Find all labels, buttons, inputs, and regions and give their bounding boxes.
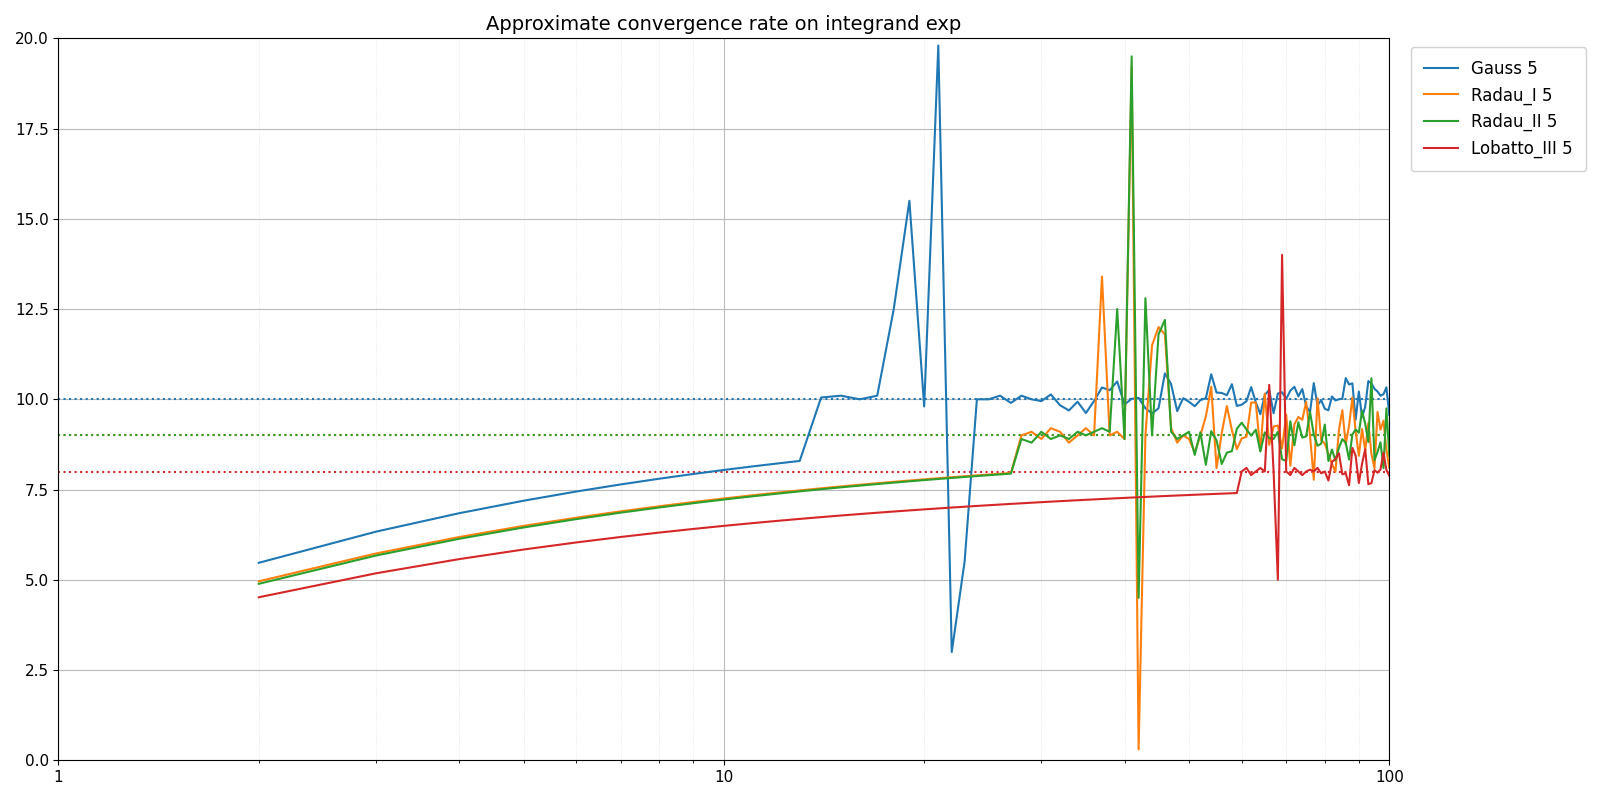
Radau_II 5 — [1318, 456, 1338, 466]
Lobatto_III 5 — [1011, 498, 1030, 508]
Radau_I 5 — [250, 577, 269, 586]
Title: Approximate convergence rate on integrand exp: Approximate convergence rate on integran… — [486, 15, 962, 34]
Lobatto_III 5 — [1315, 466, 1334, 476]
Radau_II 5 — [1379, 451, 1398, 461]
Radau_II 5 — [1051, 430, 1070, 440]
Line: Radau_II 5: Radau_II 5 — [259, 56, 1389, 598]
Radau_I 5 — [1011, 430, 1030, 440]
Lobatto_III 5 — [1379, 470, 1398, 480]
Line: Radau_I 5: Radau_I 5 — [259, 67, 1389, 750]
Legend: Gauss 5, Radau_I 5, Radau_II 5, Lobatto_III 5: Gauss 5, Radau_I 5, Radau_II 5, Lobatto_… — [1411, 46, 1586, 171]
Gauss 5 — [1318, 406, 1338, 415]
Lobatto_III 5 — [1202, 490, 1221, 499]
Gauss 5 — [1197, 394, 1216, 403]
Gauss 5 — [250, 558, 269, 568]
Gauss 5 — [1213, 388, 1232, 398]
Radau_II 5 — [1130, 593, 1149, 602]
Radau_II 5 — [979, 470, 998, 480]
Radau_I 5 — [1379, 462, 1398, 472]
Radau_I 5 — [1130, 745, 1149, 754]
Lobatto_III 5 — [250, 593, 269, 602]
Radau_I 5 — [979, 470, 998, 479]
Radau_I 5 — [1122, 62, 1141, 72]
Lobatto_III 5 — [1272, 250, 1291, 260]
Lobatto_III 5 — [979, 501, 998, 510]
Gauss 5 — [942, 647, 962, 657]
Radau_I 5 — [1213, 428, 1232, 438]
Line: Gauss 5: Gauss 5 — [259, 46, 1389, 652]
Radau_II 5 — [1213, 459, 1232, 469]
Radau_II 5 — [1011, 434, 1030, 444]
Gauss 5 — [928, 41, 947, 50]
Gauss 5 — [1002, 398, 1021, 408]
Radau_II 5 — [1197, 460, 1216, 470]
Radau_II 5 — [1122, 51, 1141, 61]
Gauss 5 — [1032, 396, 1051, 406]
Radau_I 5 — [1051, 427, 1070, 437]
Line: Lobatto_III 5: Lobatto_III 5 — [259, 255, 1389, 598]
Radau_I 5 — [1318, 450, 1338, 459]
Lobatto_III 5 — [1186, 490, 1205, 499]
Radau_II 5 — [250, 579, 269, 589]
Lobatto_III 5 — [1051, 496, 1070, 506]
Gauss 5 — [1379, 410, 1398, 420]
Radau_I 5 — [1197, 412, 1216, 422]
Gauss 5 — [1067, 397, 1086, 406]
